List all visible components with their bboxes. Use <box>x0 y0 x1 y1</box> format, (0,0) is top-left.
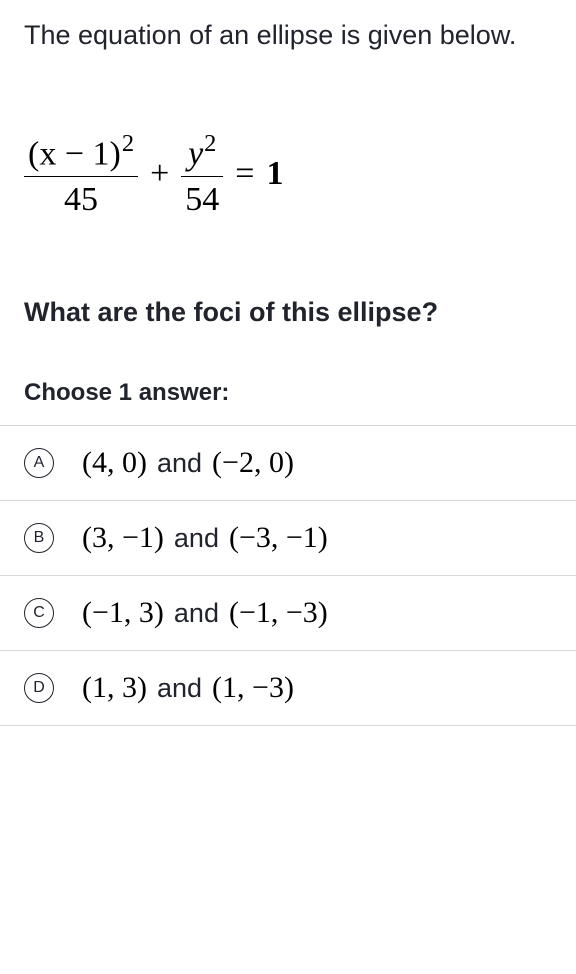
option-d-text: (1, 3) and (1, −3) <box>82 671 294 705</box>
fraction-1-denominator: 45 <box>24 176 138 219</box>
option-a-p1: (4, 0) <box>82 446 147 480</box>
option-a-letter: A <box>24 448 54 478</box>
fraction-2: y2 54 <box>181 130 223 218</box>
option-d-letter: D <box>24 673 54 703</box>
option-a-p2: (−2, 0) <box>212 446 294 480</box>
option-b-p1: (3, −1) <box>82 521 164 555</box>
question-text: What are the foci of this ellipse? <box>24 294 552 332</box>
option-a-text: (4, 0) and (−2, 0) <box>82 446 294 480</box>
option-b-text: (3, −1) and (−3, −1) <box>82 521 328 555</box>
option-b-p2: (−3, −1) <box>229 521 328 555</box>
problem-container: The equation of an ellipse is given belo… <box>0 0 576 750</box>
equation: (x − 1)2 45 + y2 54 = 1 <box>24 130 552 218</box>
option-c[interactable]: C (−1, 3) and (−1, −3) <box>0 576 576 651</box>
frac1-exp: 2 <box>121 130 134 157</box>
fraction-2-denominator: 54 <box>181 176 223 219</box>
options-list: A (4, 0) and (−2, 0) B (3, −1) and (−3, … <box>0 425 576 726</box>
fraction-2-numerator: y2 <box>184 130 220 175</box>
option-d-p2: (1, −3) <box>212 671 294 705</box>
fraction-1-numerator: (x − 1)2 <box>24 130 138 175</box>
option-d-p1: (1, 3) <box>82 671 147 705</box>
plus-operator: + <box>138 155 181 193</box>
option-a[interactable]: A (4, 0) and (−2, 0) <box>0 426 576 501</box>
option-c-text: (−1, 3) and (−1, −3) <box>82 596 328 630</box>
frac2-exp: 2 <box>203 130 216 157</box>
equals-operator: = <box>223 155 266 193</box>
option-b-letter: B <box>24 523 54 553</box>
frac1-base: (x − 1) <box>28 136 121 173</box>
option-d[interactable]: D (1, 3) and (1, −3) <box>0 651 576 726</box>
intro-text: The equation of an ellipse is given belo… <box>24 16 552 55</box>
option-c-join: and <box>164 598 229 629</box>
frac2-base: y <box>188 136 203 173</box>
option-c-letter: C <box>24 598 54 628</box>
option-a-join: and <box>147 448 212 479</box>
option-b-join: and <box>164 523 229 554</box>
equation-rhs: 1 <box>266 155 283 193</box>
option-d-join: and <box>147 673 212 704</box>
fraction-1: (x − 1)2 45 <box>24 130 138 218</box>
option-b[interactable]: B (3, −1) and (−3, −1) <box>0 501 576 576</box>
option-c-p2: (−1, −3) <box>229 596 328 630</box>
choose-label: Choose 1 answer: <box>24 379 552 407</box>
option-c-p1: (−1, 3) <box>82 596 164 630</box>
